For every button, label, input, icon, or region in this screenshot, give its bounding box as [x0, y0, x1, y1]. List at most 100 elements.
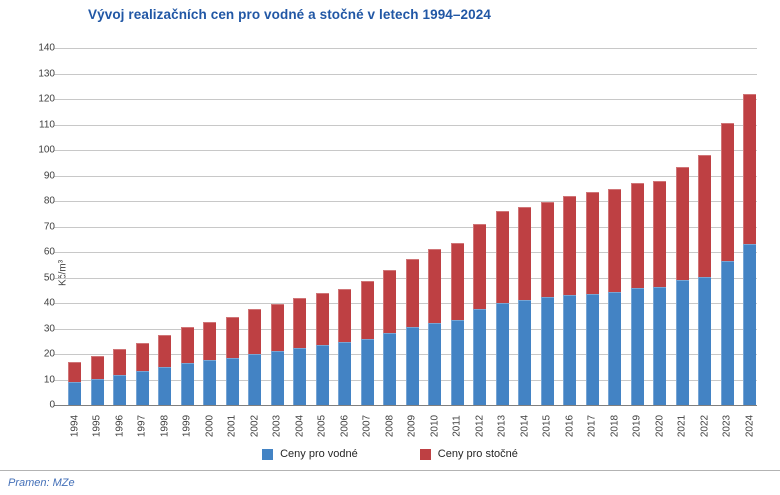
y-tick-label-20: 20 — [43, 348, 55, 360]
bar-1997-vodne — [135, 371, 149, 405]
bar-2009-stocne — [405, 258, 419, 328]
gridline-120 — [54, 99, 757, 100]
bar-2003-vodne — [270, 350, 284, 405]
bar-2019-stocne — [630, 183, 644, 289]
bar-2010-vodne — [428, 322, 441, 405]
bar-2019-vodne — [630, 288, 644, 405]
gridline-110 — [54, 124, 757, 126]
x-tick-label-1996: 1996 — [114, 414, 125, 438]
bar-1996-stocne — [113, 349, 126, 375]
bar-2023-vodne — [720, 260, 734, 405]
bar-2015-vodne — [540, 297, 554, 405]
bar-2024-stocne — [743, 93, 756, 245]
bar-2010-stocne — [428, 249, 441, 323]
bar-1998-stocne — [158, 335, 171, 368]
bar-2018-vodne — [608, 291, 621, 405]
x-tick-label-2001: 2001 — [226, 414, 238, 438]
x-tick-label-2020: 2020 — [654, 414, 665, 438]
bar-2000-vodne — [203, 360, 216, 405]
bar-2004-vodne — [293, 348, 306, 405]
bar-2005-vodne — [315, 345, 329, 405]
legend-swatch-vodne — [262, 448, 274, 460]
x-tick-label-2019: 2019 — [631, 414, 643, 438]
y-tick-label-120: 120 — [38, 93, 55, 105]
chart-title: Vývoj realizačních cen pro vodné a stočn… — [88, 7, 491, 22]
x-tick-label-2004: 2004 — [294, 414, 305, 438]
x-tick-label-2011: 2011 — [451, 415, 463, 437]
bar-2023-stocne — [720, 123, 734, 261]
bar-2008-vodne — [383, 333, 396, 405]
bar-2022-stocne — [698, 155, 711, 277]
gridline-100 — [54, 150, 757, 151]
bar-2011-vodne — [450, 319, 464, 405]
bar-2020-vodne — [653, 286, 666, 405]
y-tick-label-0: 0 — [49, 399, 55, 411]
bar-2001-stocne — [225, 317, 239, 358]
x-tick-label-2005: 2005 — [316, 414, 328, 438]
legend-item-vodne: Ceny pro vodné — [262, 448, 358, 460]
x-tick-label-2008: 2008 — [384, 414, 395, 438]
x-tick-label-2007: 2007 — [361, 414, 373, 438]
bar-2014-stocne — [518, 207, 531, 300]
bar-2024-vodne — [743, 244, 756, 405]
gridline-60 — [54, 252, 757, 253]
gridline-90 — [54, 175, 757, 177]
x-tick-label-1998: 1998 — [159, 414, 170, 438]
y-tick-label-50: 50 — [43, 272, 55, 283]
x-axis-labels: 1994 1995 1996 1997 1998 1999 2000 2001 2002 2003… — [65, 407, 757, 445]
x-tick-label-2010: 2010 — [429, 414, 440, 438]
bar-2005-stocne — [315, 293, 329, 346]
bar-1995-vodne — [90, 378, 104, 405]
source-note: Pramen: MZe — [8, 477, 75, 489]
bar-1994-vodne — [68, 381, 81, 405]
x-tick-label-1999: 1999 — [181, 414, 193, 438]
bar-2021-vodne — [675, 280, 689, 405]
x-tick-label-2021: 2021 — [676, 414, 688, 438]
x-tick-label-2014: 2014 — [519, 414, 530, 438]
bar-2002-stocne — [248, 309, 261, 354]
bar-2018-stocne — [608, 189, 621, 292]
legend-label-vodne: Ceny pro vodné — [280, 448, 358, 460]
x-tick-label-2006: 2006 — [339, 414, 350, 438]
bar-2020-stocne — [653, 180, 666, 287]
bar-2021-stocne — [675, 167, 689, 281]
bar-1994-stocne — [68, 362, 81, 382]
bar-2014-vodne — [518, 299, 531, 405]
y-tick-label-110: 110 — [39, 119, 55, 130]
gridline-140 — [54, 48, 757, 49]
plot-area: Kč/m³ 140 130 120 110 100 90 80 70 60 50 40 30 20 10 0 — [38, 43, 757, 411]
y-tick-label-30: 30 — [43, 323, 55, 334]
x-tick-label-2022: 2022 — [699, 414, 710, 438]
x-tick-label-1997: 1997 — [136, 414, 148, 438]
x-tick-label-2015: 2015 — [541, 414, 553, 438]
x-tick-label-2016: 2016 — [564, 414, 575, 438]
legend-swatch-stocne — [419, 448, 431, 460]
bar-1995-stocne — [90, 356, 104, 379]
bar-2016-vodne — [563, 295, 576, 405]
bar-2022-vodne — [698, 276, 711, 405]
y-tick-label-70: 70 — [43, 221, 55, 232]
x-tick-label-2003: 2003 — [271, 414, 283, 438]
gridline-130 — [54, 73, 757, 75]
y-tick-label-80: 80 — [43, 195, 55, 207]
x-tick-label-2018: 2018 — [609, 414, 620, 438]
bar-1999-stocne — [180, 327, 194, 364]
bar-2009-vodne — [405, 327, 419, 405]
x-tick-label-2017: 2017 — [586, 414, 598, 438]
x-tick-label-2012: 2012 — [474, 414, 485, 438]
bar-2015-stocne — [540, 201, 554, 298]
y-tick-label-100: 100 — [38, 144, 55, 156]
bar-2017-stocne — [585, 191, 599, 294]
x-tick-label-2024: 2024 — [744, 414, 755, 438]
x-tick-label-2002: 2002 — [249, 414, 260, 438]
bar-1996-vodne — [113, 374, 126, 405]
y-tick-label-60: 60 — [43, 246, 55, 258]
bar-2012-stocne — [473, 223, 486, 310]
x-tick-label-2009: 2009 — [406, 414, 418, 438]
bar-2001-vodne — [225, 357, 239, 405]
bar-2002-vodne — [248, 354, 261, 405]
bar-2008-stocne — [383, 269, 396, 334]
y-tick-label-90: 90 — [43, 170, 55, 181]
bar-2000-stocne — [203, 321, 216, 361]
